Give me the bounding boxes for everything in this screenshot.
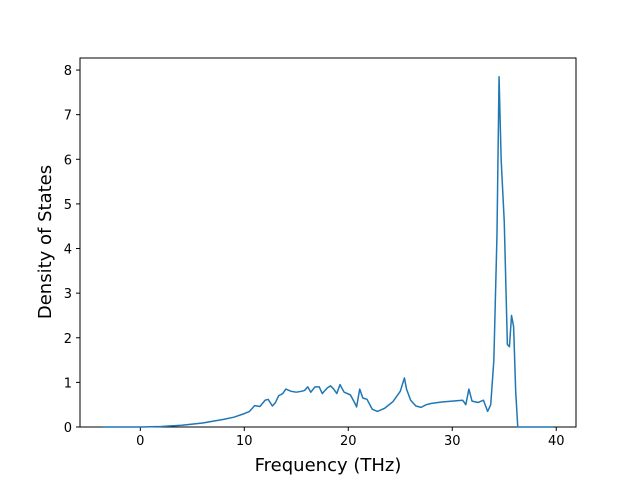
x-tick-label: 40 [548,434,565,449]
y-tick-label: 3 [64,287,72,302]
y-tick-label: 6 [64,153,72,168]
y-tick-label: 2 [64,332,72,347]
dos-line [102,75,554,428]
y-axis-label: Density of States [35,165,56,319]
x-tick-label: 30 [444,434,461,449]
y-tick-label: 5 [64,198,72,213]
y-tick-label: 4 [64,243,72,258]
x-tick-label: 20 [340,434,357,449]
x-axis-label: Frequency (THz) [255,455,402,476]
plot-frame [79,57,577,428]
x-tick-label: 10 [236,434,253,449]
y-tick-label: 0 [64,421,72,436]
y-tick-label: 8 [64,64,72,79]
y-tick-label: 7 [64,109,72,124]
x-tick-label: 0 [136,434,144,449]
y-tick-label: 1 [64,376,72,391]
